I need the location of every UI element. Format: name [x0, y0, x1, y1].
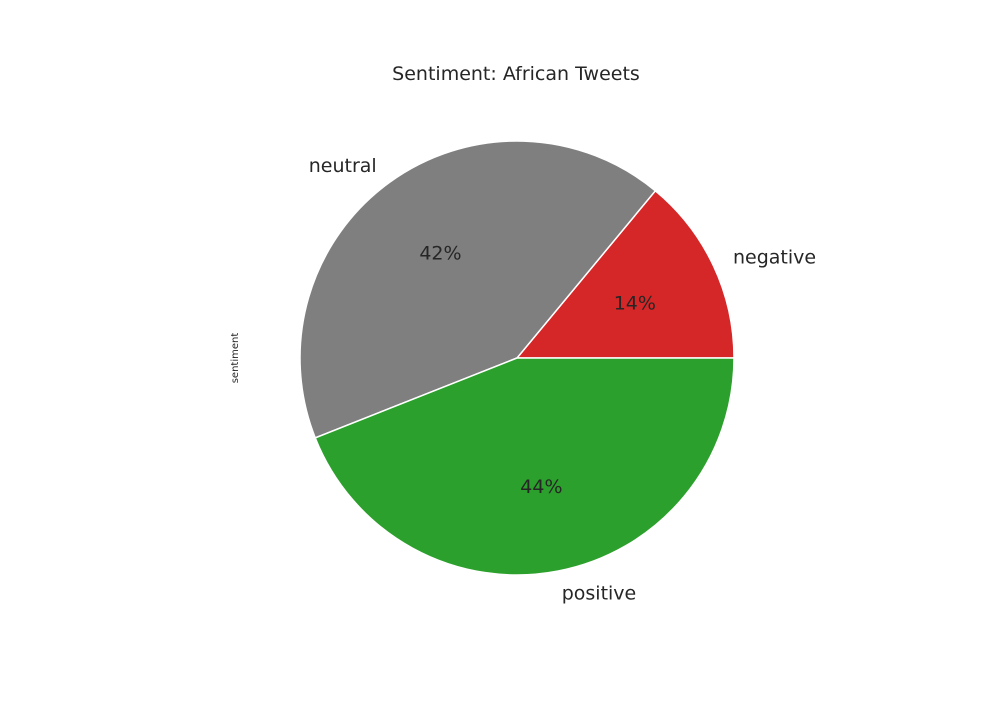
pct-label-neutral: 42%: [419, 243, 461, 265]
category-labels: negative neutral positive: [309, 155, 816, 605]
category-label-neutral: neutral: [309, 155, 377, 177]
pie-slice-neutral: [299, 140, 657, 439]
pie-slices: [299, 140, 735, 576]
category-label-positive: positive: [562, 582, 637, 604]
pct-label-negative: 14%: [614, 293, 656, 315]
pct-label-positive: 44%: [520, 476, 562, 498]
category-label-negative: negative: [733, 246, 816, 268]
y-axis-label: sentiment: [230, 333, 241, 384]
pie-slice-positive: [314, 357, 735, 576]
chart-title: Sentiment: African Tweets: [392, 63, 640, 85]
pie-slice-negative: [515, 189, 735, 359]
percentage-labels: 14% 42% 44%: [419, 243, 656, 498]
